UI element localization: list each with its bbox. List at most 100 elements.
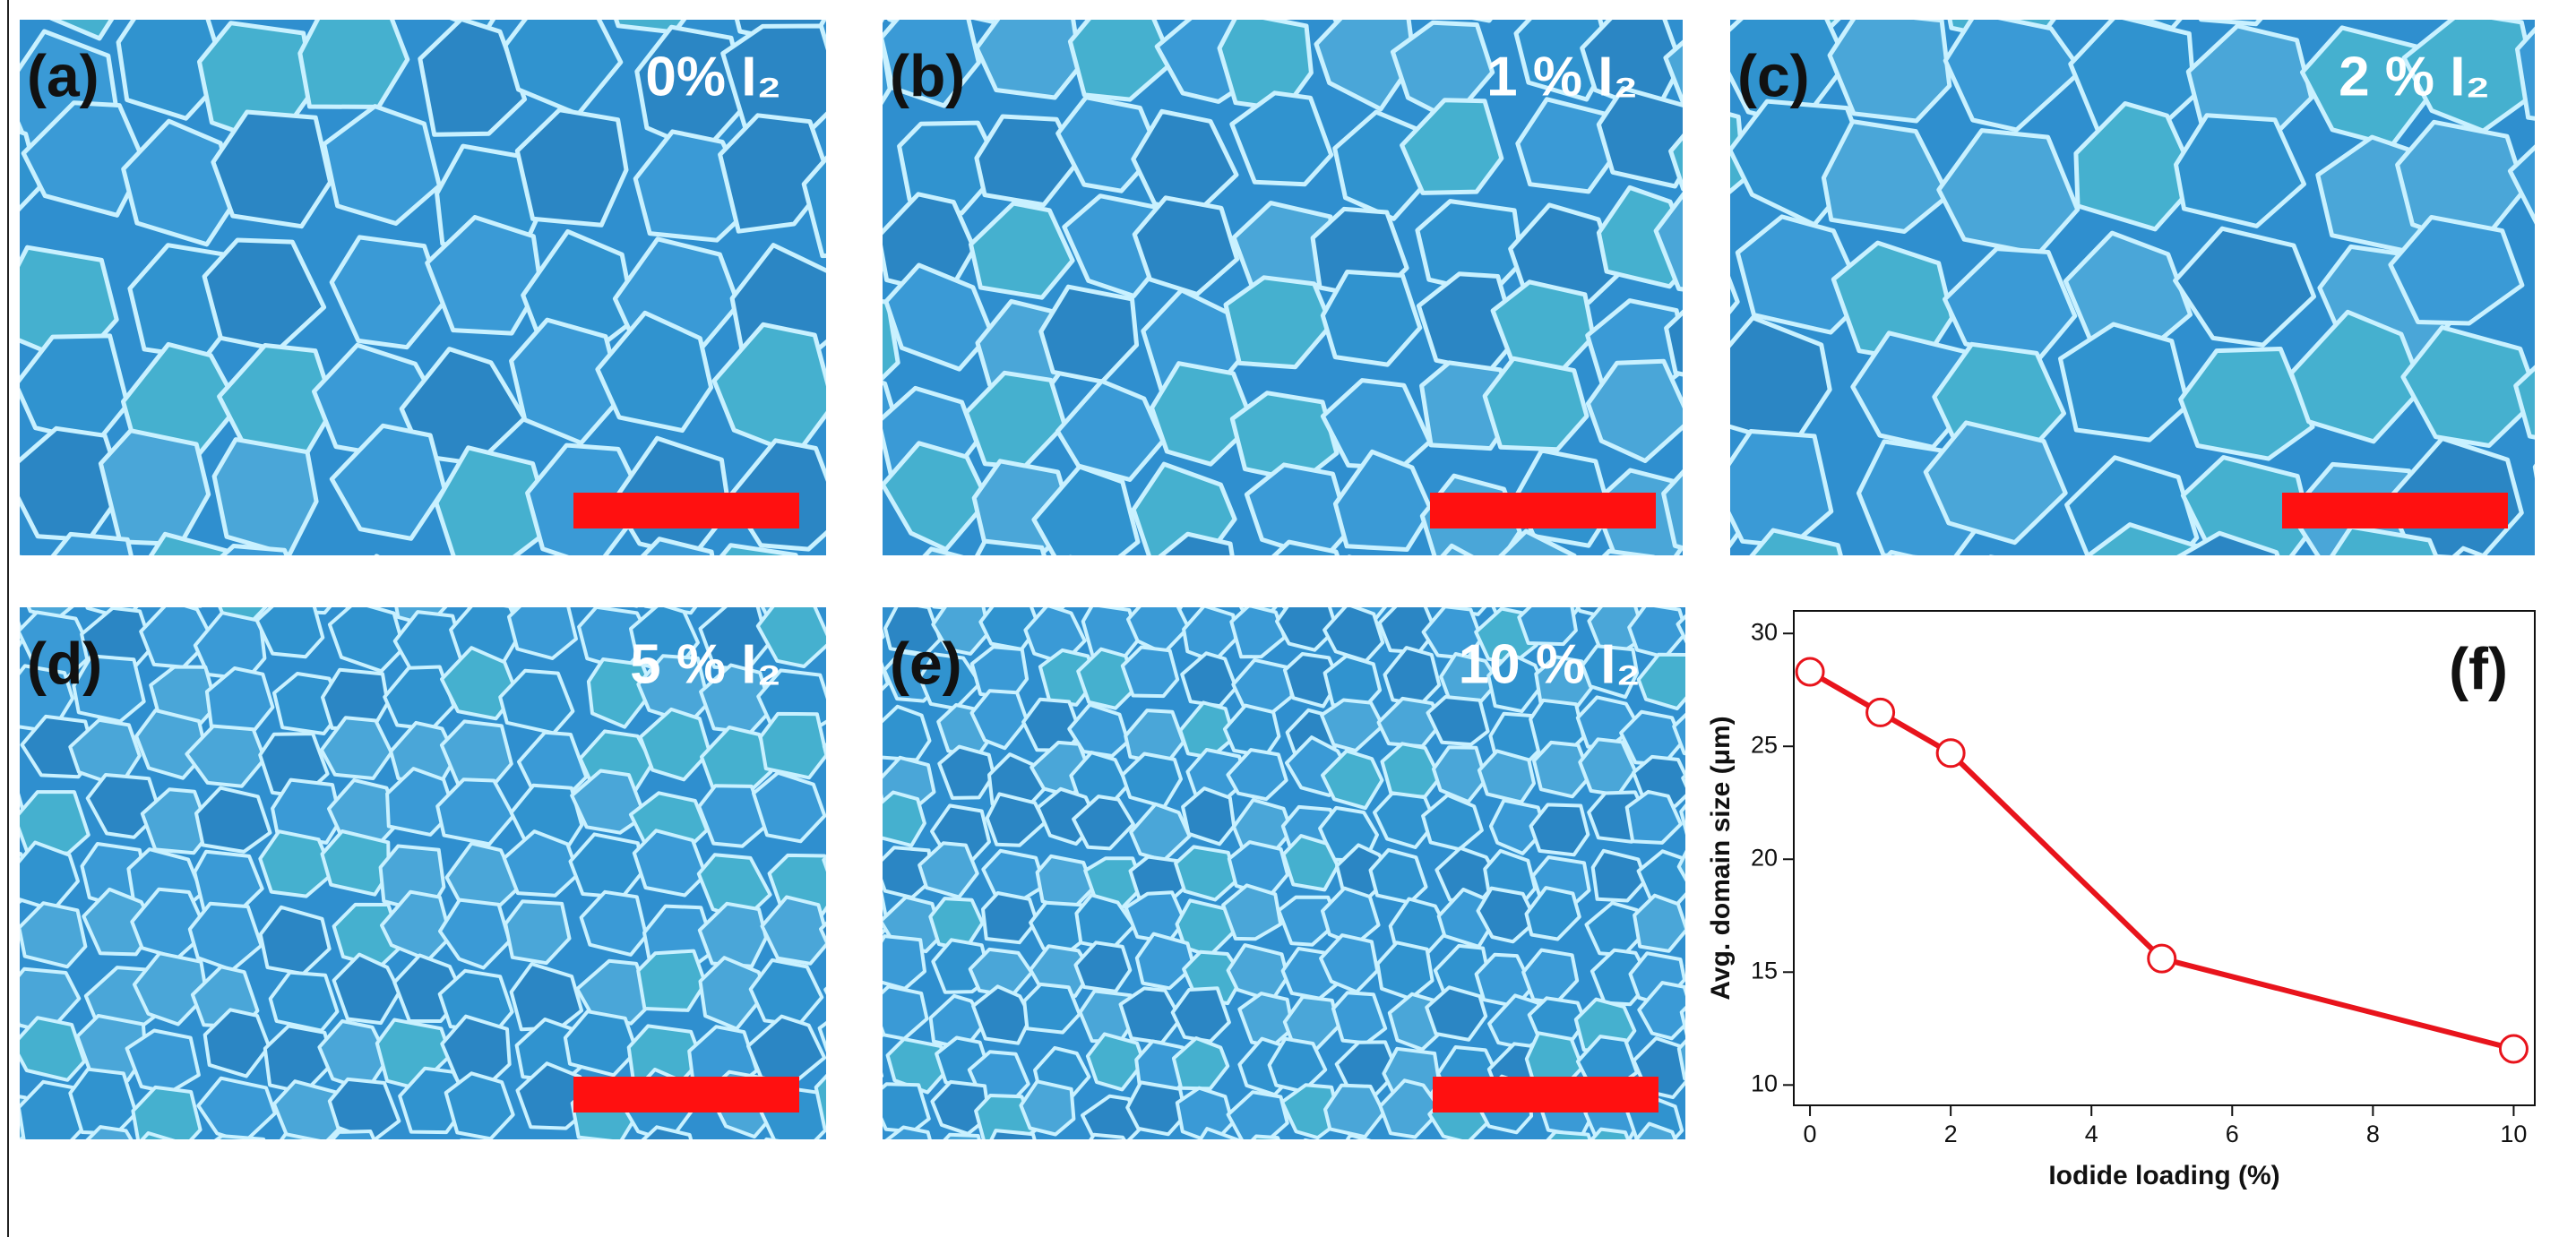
domain bbox=[332, 952, 401, 1026]
domain bbox=[1281, 607, 1322, 615]
domain bbox=[2400, 325, 2535, 448]
domain bbox=[817, 1020, 826, 1053]
domain bbox=[1150, 361, 1255, 467]
domain bbox=[1539, 607, 1581, 616]
domain bbox=[1223, 275, 1334, 370]
domain bbox=[1668, 133, 1683, 192]
domain bbox=[1320, 270, 1423, 367]
domain bbox=[579, 889, 649, 957]
domain bbox=[841, 1134, 894, 1185]
domain bbox=[196, 1076, 277, 1139]
domain bbox=[98, 428, 211, 547]
domain bbox=[985, 792, 1047, 847]
domain bbox=[1314, 20, 1417, 112]
domain bbox=[375, 1144, 452, 1207]
data-point bbox=[1935, 738, 1966, 769]
domain bbox=[1735, 214, 1867, 335]
domain bbox=[2532, 463, 2535, 479]
domain bbox=[1181, 786, 1236, 846]
domain bbox=[2513, 365, 2535, 440]
domain bbox=[1486, 651, 1546, 714]
domain bbox=[814, 1073, 826, 1130]
domain bbox=[1373, 791, 1437, 849]
domain bbox=[1282, 652, 1340, 709]
domain bbox=[1019, 1079, 1076, 1137]
domain bbox=[1089, 1132, 1126, 1139]
panel-caption: 5 % I₂ bbox=[630, 633, 781, 695]
domain bbox=[1821, 119, 1951, 234]
domain bbox=[1229, 90, 1334, 187]
domain bbox=[697, 784, 768, 848]
domain bbox=[21, 100, 147, 218]
domain bbox=[937, 744, 995, 800]
domain bbox=[434, 445, 554, 555]
domain bbox=[1409, 607, 1427, 611]
domain bbox=[50, 531, 134, 555]
domain bbox=[908, 607, 919, 609]
domain bbox=[1672, 712, 1685, 756]
domain bbox=[1508, 202, 1620, 305]
domain bbox=[1320, 698, 1385, 752]
domain bbox=[1488, 798, 1547, 855]
domain bbox=[1693, 561, 1789, 663]
domain bbox=[1476, 886, 1538, 944]
domain bbox=[822, 743, 826, 760]
domain bbox=[883, 661, 890, 692]
domain bbox=[1532, 740, 1592, 799]
domain bbox=[932, 607, 967, 612]
domain bbox=[322, 104, 442, 226]
domain bbox=[1517, 607, 1578, 647]
domain bbox=[686, 1143, 755, 1207]
domain bbox=[1132, 195, 1240, 296]
domain bbox=[444, 1071, 515, 1139]
domain bbox=[1447, 607, 1487, 616]
domain bbox=[2388, 215, 2525, 326]
domain bbox=[211, 437, 319, 555]
domain bbox=[1426, 695, 1490, 747]
domain bbox=[758, 711, 826, 780]
domain bbox=[1226, 1090, 1289, 1139]
domain bbox=[883, 934, 926, 991]
domain bbox=[918, 841, 979, 899]
domain bbox=[49, 20, 115, 41]
domain bbox=[2173, 226, 2316, 348]
domain bbox=[1633, 893, 1685, 953]
data-line bbox=[1808, 669, 2515, 1052]
domain bbox=[1120, 645, 1180, 699]
micrograph bbox=[20, 607, 826, 1207]
domain bbox=[1633, 1121, 1677, 1139]
domain bbox=[2064, 455, 2200, 555]
panel-label: (a) bbox=[27, 42, 99, 108]
domain bbox=[1989, 554, 1995, 555]
domain bbox=[20, 1016, 87, 1082]
domain bbox=[641, 1125, 694, 1139]
domain bbox=[883, 704, 932, 762]
domain bbox=[763, 1137, 780, 1139]
domain bbox=[1943, 20, 2084, 133]
domain bbox=[883, 790, 926, 847]
domain bbox=[1730, 275, 1740, 315]
domain bbox=[974, 114, 1081, 208]
domain bbox=[2073, 101, 2200, 232]
domain bbox=[922, 546, 964, 555]
x-tick-label: 4 bbox=[2085, 1121, 2098, 1147]
domain bbox=[440, 646, 519, 721]
domain bbox=[502, 829, 581, 898]
domain bbox=[981, 891, 1038, 945]
domain bbox=[2550, 232, 2576, 358]
domain bbox=[1663, 39, 1683, 107]
domain bbox=[320, 829, 391, 897]
domain bbox=[319, 716, 393, 780]
domain bbox=[131, 1085, 202, 1139]
domain bbox=[1513, 20, 1613, 102]
domain bbox=[1432, 745, 1488, 804]
y-tick-label: 20 bbox=[1751, 844, 1778, 871]
domain bbox=[1174, 845, 1238, 902]
domain bbox=[1081, 1094, 1142, 1139]
domain bbox=[2533, 0, 2576, 28]
domain bbox=[68, 1067, 138, 1136]
panel-caption: 2 % I₂ bbox=[2339, 46, 2490, 107]
domain bbox=[1498, 528, 1577, 555]
domain bbox=[1072, 795, 1135, 851]
domain bbox=[823, 986, 826, 995]
